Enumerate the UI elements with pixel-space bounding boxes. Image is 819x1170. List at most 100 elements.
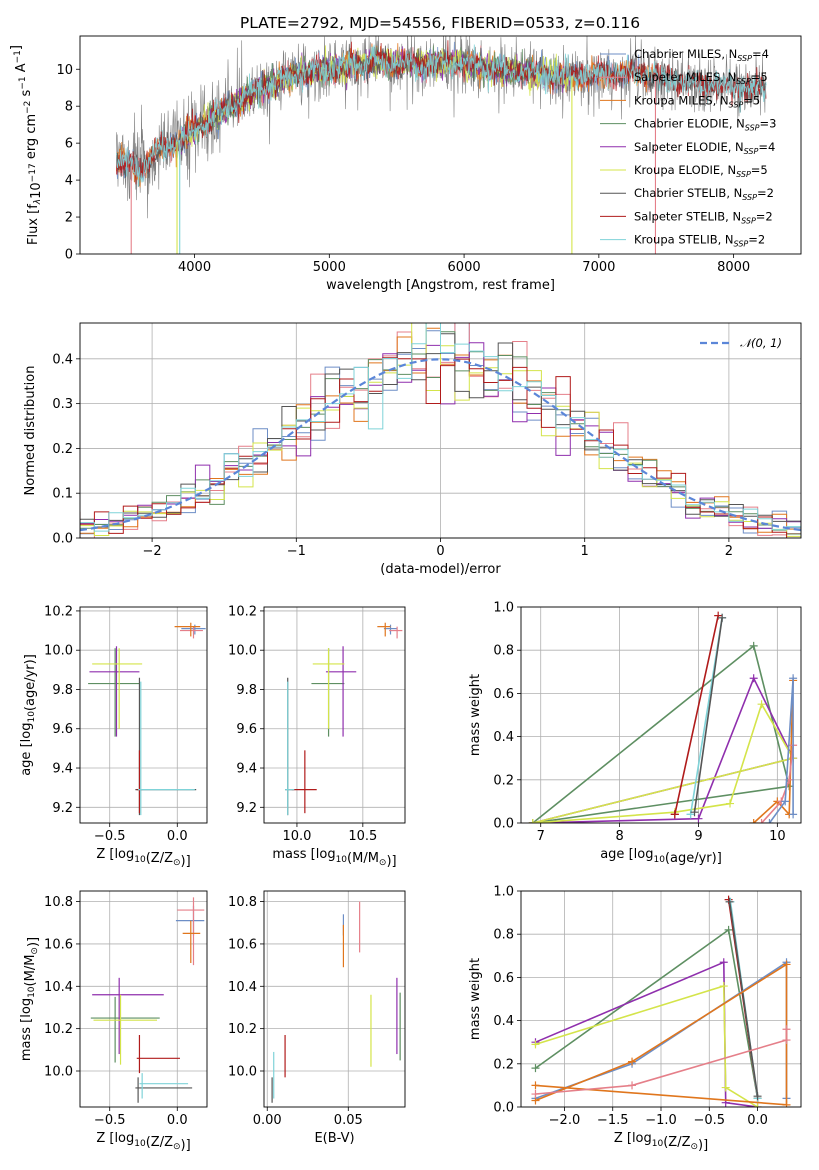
plot-area <box>528 611 798 823</box>
axes-frame <box>79 606 208 824</box>
legend-entry: Kroupa ELODIE, NSSP=5 <box>634 163 768 179</box>
weight-marker <box>628 1057 637 1066</box>
weight-marker <box>749 641 758 650</box>
y-tick-label: 2 <box>65 211 73 226</box>
panel-mass-weight-vs-Z: −2.0 −1.5 −1.0 −0.5 0.0 0.0 0.2 0.4 0.6 0.8 1.0 Z [… <box>468 885 802 1153</box>
legend-entry: Chabrier ELODIE, NSSP=3 <box>634 117 776 133</box>
figure-title: PLATE=2792, MJD=54556, FIBERID=0533, z=0… <box>240 14 640 32</box>
x-tick-label: −1.5 <box>597 1113 629 1128</box>
weight-marker <box>782 1025 791 1034</box>
ticks: −2.0 −1.5 −1.0 −0.5 0.0 0.0 0.2 0.4 0.6 0.8 1.0 <box>493 885 768 1129</box>
x-axis-label: age [log10(age/yr)] <box>600 847 722 866</box>
y-tick-label: 0.0 <box>493 817 514 832</box>
ticks: 4000 5000 6000 7000 8000 0 2 4 6 8 10 <box>56 63 750 275</box>
x-axis-label: wavelength [Angstrom, rest frame] <box>326 278 555 293</box>
legend-entry: Kroupa MILES, NSSP=5 <box>634 93 760 109</box>
y-tick-label: 10.0 <box>228 644 257 659</box>
legend: Chabrier MILES, NSSP=4 Salpeter MILES, NS… <box>600 47 776 249</box>
weight-marker <box>686 810 695 819</box>
y-tick-label: 0.2 <box>493 1057 514 1072</box>
x-tick-label: 10 <box>769 829 786 844</box>
x-tick-label: −2 <box>143 544 162 559</box>
x-axis-label: Z [log10(Z/Z⊙)] <box>614 1131 708 1153</box>
weight-line-kroupa-miles <box>753 680 794 823</box>
weight-marker <box>670 810 679 819</box>
weight-marker <box>765 819 774 823</box>
weight-marker <box>753 1103 762 1107</box>
x-tick-label: 7 <box>537 829 545 844</box>
weight-marker <box>719 958 728 967</box>
y-tick-label: 10 <box>56 63 73 78</box>
legend: 𝒩(0, 1) <box>700 336 782 350</box>
weight-line-salpeter-elodie <box>532 676 795 823</box>
weight-marker <box>714 611 723 620</box>
y-axis-label: mass weight <box>468 674 483 756</box>
y-tick-label: 9.4 <box>236 762 257 777</box>
weight-marker <box>531 1090 540 1099</box>
y-tick-label: 6 <box>65 137 73 152</box>
weight-marker <box>789 674 798 683</box>
y-tick-label: 0.6 <box>493 687 514 702</box>
ticks: 7 8 9 10 0.0 0.2 0.4 0.6 0.8 1.0 <box>493 601 785 845</box>
x-tick-label: 2 <box>725 544 733 559</box>
weight-marker <box>531 1040 540 1049</box>
weight-marker <box>782 1036 791 1045</box>
legend-entry: Salpeter ELODIE, NSSP=4 <box>634 140 775 156</box>
y-tick-label: 10.4 <box>228 980 257 995</box>
weight-marker <box>531 1064 540 1073</box>
axes-frame <box>263 606 406 824</box>
weight-marker <box>628 1081 637 1090</box>
x-tick-label: −0.5 <box>693 1113 725 1128</box>
y-axis-label: mass [log10(M/M⊙)] <box>19 937 41 1061</box>
legend-entry: Chabrier STELIB, NSSP=2 <box>634 186 774 202</box>
x-tick-label: −0.5 <box>94 1113 126 1128</box>
x-tick-label: −1 <box>287 544 306 559</box>
gaussian-curve <box>80 358 801 532</box>
x-tick-label: 9 <box>694 829 702 844</box>
y-tick-label: 1.0 <box>493 601 514 616</box>
x-tick-label: 0 <box>436 544 444 559</box>
x-tick-label: −1.0 <box>645 1113 677 1128</box>
y-tick-label: 10.8 <box>44 895 73 910</box>
y-axis-label: age [log10(age/yr)] <box>19 654 38 776</box>
weight-marker <box>753 1092 762 1101</box>
weight-marker <box>782 1100 791 1107</box>
y-tick-label: 10.0 <box>228 1065 257 1080</box>
plot-area <box>80 323 801 538</box>
y-tick-label: 9.2 <box>236 801 257 816</box>
y-tick-label: 0.8 <box>493 644 514 659</box>
x-tick-label: 8 <box>615 829 623 844</box>
weight-marker <box>726 799 735 808</box>
axes-frame <box>263 890 406 1108</box>
panel-age-vs-mass: 10.0 10.5 9.2 9.4 9.6 9.8 10.0 10.2 mass [log10(… <box>228 604 406 869</box>
axes-frame <box>520 606 802 824</box>
y-tick-label: 0.4 <box>493 1014 514 1029</box>
y-tick-label: 9.8 <box>52 683 73 698</box>
gridlines <box>80 607 207 823</box>
y-tick-label: 10.0 <box>44 644 73 659</box>
weight-marker <box>789 810 798 819</box>
x-tick-label: 0.00 <box>253 1113 282 1128</box>
x-axis-label: E(B-V) <box>314 1131 354 1146</box>
x-tick-label: 8000 <box>717 260 750 275</box>
plot-area <box>90 897 205 1103</box>
x-tick-label: 10.5 <box>348 829 377 844</box>
y-tick-label: 10.2 <box>44 1022 73 1037</box>
legend-entry: Salpeter MILES, NSSP=5 <box>634 70 768 86</box>
weight-marker <box>721 1083 730 1092</box>
legend-entry: 𝒩(0, 1) <box>740 336 782 350</box>
weight-marker <box>781 797 790 806</box>
x-axis-label: (data-model)/error <box>380 562 501 577</box>
weight-marker <box>782 960 791 969</box>
ticks: 0.00 0.05 10.0 10.2 10.4 10.6 10.8 <box>228 895 363 1128</box>
weight-line-kroupa-elodie <box>535 984 759 1107</box>
plot-area <box>116 36 767 254</box>
x-tick-label: 0.0 <box>167 1113 188 1128</box>
y-tick-label: 10.8 <box>228 895 257 910</box>
weight-marker <box>757 819 766 823</box>
x-axis-label: Z [log10(Z/Z⊙)] <box>96 1131 190 1153</box>
y-tick-label: 0.8 <box>493 928 514 943</box>
y-tick-label: 9.2 <box>52 801 73 816</box>
panel-residual-histogram: −2 −1 0 1 2 0.0 0.1 0.2 0.3 0.4 (data-model)/error… <box>23 322 802 577</box>
legend-entry: Salpeter STELIB, NSSP=2 <box>634 209 773 225</box>
